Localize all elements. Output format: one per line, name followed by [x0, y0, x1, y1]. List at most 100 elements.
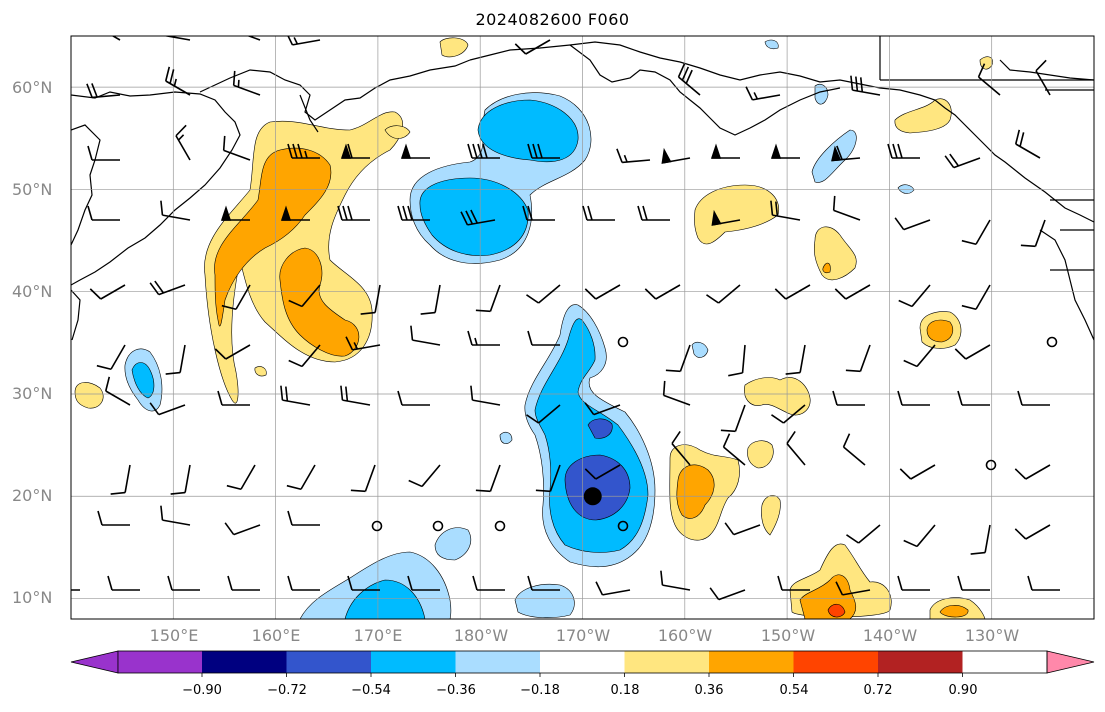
wind-barb: [662, 380, 691, 406]
wind-barb: [527, 143, 560, 159]
wind-barb: [526, 284, 561, 304]
wind-barb: [107, 575, 140, 591]
wind-barb: [167, 575, 200, 591]
wind-barb: [728, 344, 746, 377]
wind-barb: [957, 575, 990, 591]
anomaly-region: [747, 440, 774, 469]
colorbar-label: −0.18: [520, 683, 560, 698]
coastlines: [71, 36, 1094, 341]
y-tick-20n: 20°N: [12, 486, 53, 505]
colorbar-segment: [878, 651, 963, 673]
wind-barb: [770, 143, 800, 159]
wind-barb: [710, 143, 740, 159]
anomaly-region: [514, 583, 575, 618]
colorbar-segment: [793, 651, 878, 673]
y-tick-50n: 50°N: [12, 180, 53, 199]
wind-barb: [961, 219, 991, 246]
wind-barb: [470, 385, 501, 406]
wind-barb: [584, 402, 621, 416]
wind-barb: [1017, 390, 1050, 406]
y-tick-30n: 30°N: [12, 384, 53, 403]
anomaly-region: [813, 226, 857, 281]
wind-barb: [280, 205, 310, 221]
gridlines: [71, 36, 1094, 619]
wind-barb: [222, 135, 251, 161]
x-tick-150w: 150°W: [760, 626, 816, 645]
wind-barb: [350, 464, 376, 493]
wind-barb: [232, 70, 261, 96]
anomaly-region: [434, 527, 472, 561]
wind-barb: [460, 209, 496, 226]
anomaly-region: [827, 603, 846, 618]
wind-barb: [894, 217, 931, 231]
wind-barb: [724, 522, 761, 536]
wind-barb: [340, 385, 371, 406]
wind-barb: [162, 36, 191, 41]
y-tick-60n: 60°N: [12, 78, 53, 97]
colorbar-segment: [455, 651, 540, 673]
anomaly-region: [939, 605, 969, 618]
wind-barb: [104, 376, 131, 406]
calm-wind-marker: [432, 520, 444, 532]
anomaly-region: [384, 125, 411, 139]
wind-barb: [711, 209, 741, 226]
wind-barb: [110, 464, 131, 495]
wind-barb: [1014, 524, 1051, 540]
anomaly-region: [131, 362, 155, 399]
wind-barb: [472, 575, 505, 591]
anomaly-region: [74, 382, 104, 409]
wind-barb: [233, 36, 261, 41]
wind-barb: [526, 404, 561, 424]
wind-barb: [87, 145, 120, 161]
anomaly-region: [691, 341, 709, 358]
anomaly-region: [439, 37, 469, 58]
y-tick-40n: 40°N: [12, 282, 53, 301]
anomaly-region: [499, 431, 513, 444]
wind-barb: [720, 404, 746, 433]
wind-barb: [280, 385, 311, 406]
anomaly-region: [979, 56, 993, 70]
anomaly-region: [477, 99, 579, 163]
wind-barb: [475, 464, 501, 493]
x-tick-150e: 150°E: [149, 626, 199, 645]
wind-barb: [887, 143, 920, 159]
colorbar-label: 0.72: [863, 683, 893, 698]
wind-barb: [595, 581, 631, 596]
calm-wind-marker: [617, 336, 629, 348]
wind-barb: [286, 464, 316, 491]
wind-barb: [637, 205, 670, 221]
colorbar-label: −0.36: [436, 683, 476, 698]
shaded-field: [74, 37, 993, 619]
colorbar-segment: [709, 651, 794, 673]
wind-barb: [71, 589, 80, 591]
wind-barb: [770, 200, 801, 221]
wind-barb: [535, 464, 561, 493]
wind-barb: [408, 464, 441, 488]
wind-barb: [287, 143, 320, 159]
wind-barb: [745, 86, 781, 101]
wind-barb: [149, 402, 186, 416]
wind-barb: [217, 390, 250, 406]
wind-barb: [850, 75, 881, 96]
wind-barb: [845, 344, 871, 373]
wind-barb: [220, 205, 250, 221]
wind-barb: [397, 205, 430, 221]
wind-barb: [149, 280, 186, 296]
wind-barb: [95, 36, 121, 41]
colorbar: [70, 650, 1095, 677]
wind-barb: [771, 404, 806, 424]
anomaly-region: [744, 377, 811, 416]
wind-barb: [160, 200, 191, 221]
wind-barb: [777, 575, 810, 591]
wind-barb: [420, 284, 441, 315]
wind-barb: [665, 344, 691, 373]
wind-barb: [677, 63, 701, 96]
wind-barb: [397, 390, 430, 406]
wind-barb: [842, 433, 866, 466]
wind-barb: [165, 344, 186, 375]
wind-barb: [706, 284, 741, 304]
colorbar-label: 0.54: [779, 683, 809, 698]
colorbar-extend-min: [70, 650, 119, 674]
wind-barb: [97, 510, 130, 526]
